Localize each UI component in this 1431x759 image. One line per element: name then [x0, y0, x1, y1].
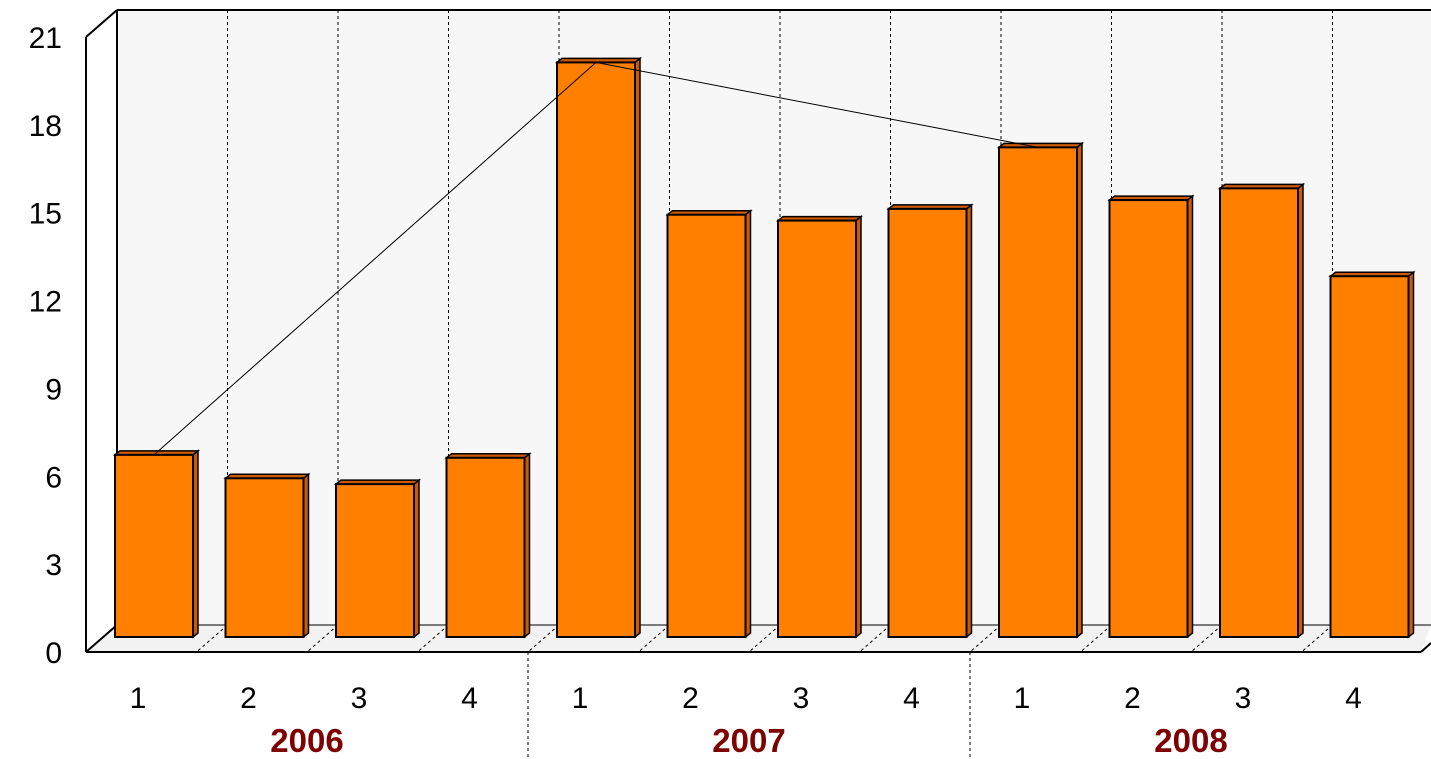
x-category-label: 2: [1124, 682, 1141, 715]
x-group-labels: 2006 2007 2008: [270, 722, 1227, 759]
y-tick-label: 6: [45, 461, 62, 494]
floor-gridline: [417, 624, 449, 653]
bar: [554, 56, 643, 639]
y-tick-label: 0: [45, 637, 62, 670]
x-group-label: 2006: [270, 722, 343, 759]
x-category-label: 1: [1014, 682, 1031, 715]
x-category-label: 3: [351, 682, 368, 715]
y-axis-depth-top: [85, 9, 118, 38]
bar-front: [224, 477, 305, 638]
floor-gridline: [196, 624, 228, 653]
floor-gridline: [969, 624, 1002, 653]
y-tick-labels: 0 3 6 9 12 15 18 21: [29, 22, 62, 670]
x-category-label: 4: [461, 682, 478, 715]
bar: [444, 452, 532, 639]
floor-gridline: [1080, 624, 1112, 653]
x-group-label: 2007: [712, 722, 785, 759]
x-category-label: 3: [793, 682, 810, 715]
x-category-label: 1: [130, 682, 147, 715]
trend-polyline: [153, 61, 1039, 456]
bar: [1328, 270, 1416, 639]
bar: [1217, 182, 1306, 639]
bar-front: [666, 213, 747, 638]
floor-right-edge: [1420, 642, 1431, 653]
x-category-label: 1: [572, 682, 589, 715]
floor-left-edge: [85, 624, 118, 653]
x-category-label: 2: [682, 682, 699, 715]
bar-front: [114, 453, 194, 638]
y-tick-label: 3: [45, 549, 62, 582]
y-tick-label: 9: [45, 373, 62, 406]
y-tick-label: 12: [29, 286, 62, 319]
bars: [112, 56, 1416, 639]
floor-gridline: [638, 624, 670, 653]
floor-gridline: [527, 624, 560, 653]
y-tick-label: 15: [29, 198, 62, 231]
bar: [1107, 194, 1195, 639]
x-category-label: 2: [240, 682, 257, 715]
bar-front: [1108, 199, 1189, 638]
x-group-label: 2008: [1154, 722, 1227, 759]
floor-gridline: [859, 624, 891, 653]
bar-front: [1329, 275, 1410, 638]
x-category-label: 4: [1345, 682, 1362, 715]
bar-front: [445, 456, 526, 638]
bar: [112, 449, 201, 639]
x-category-label: 4: [903, 682, 920, 715]
bar: [665, 209, 753, 639]
bar: [886, 203, 974, 639]
bar: [223, 472, 311, 639]
trend-line: [153, 61, 1039, 456]
bar: [333, 478, 422, 639]
bar-front: [777, 219, 857, 638]
bar-front: [556, 61, 636, 638]
bar-front: [335, 483, 415, 638]
bar-front: [1219, 187, 1299, 638]
bar-front: [998, 146, 1078, 638]
floor-gridline: [306, 624, 339, 653]
plot-floor: [86, 625, 1431, 652]
floor-gridline: [1190, 624, 1223, 653]
floor-gridline: [748, 624, 781, 653]
bar: [996, 141, 1085, 639]
bar: [775, 215, 864, 639]
floor-gridline: [1301, 624, 1333, 653]
x-category-labels: 1 2 3 4 1 2 3 4 1 2 3 4: [130, 682, 1362, 715]
bar-front: [887, 207, 968, 638]
y-tick-label: 18: [29, 110, 62, 143]
x-category-label: 3: [1235, 682, 1252, 715]
y-tick-label: 21: [29, 22, 62, 55]
